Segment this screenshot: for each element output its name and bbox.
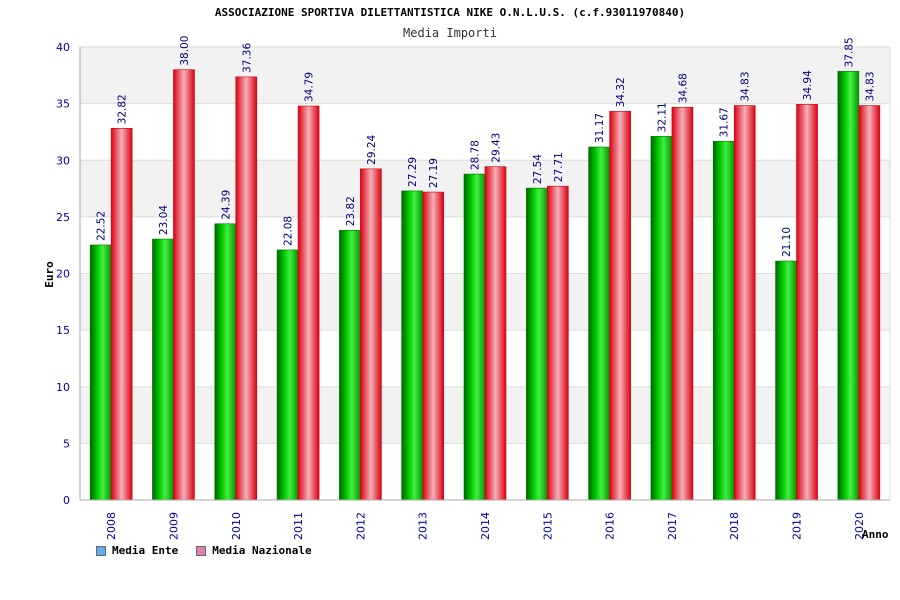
data-label: 21.10 <box>781 227 793 257</box>
bar-ente <box>650 136 673 501</box>
bar-nazionale <box>484 166 507 501</box>
x-tick-label: 2010 <box>230 512 243 540</box>
bar-nazionale <box>609 111 631 501</box>
x-tick-label: 2013 <box>417 512 430 540</box>
bar-ente <box>89 244 112 501</box>
bar-ente <box>712 141 735 501</box>
bar-ente <box>526 187 548 501</box>
data-label: 27.29 <box>407 157 419 187</box>
data-label: 34.83 <box>740 71 752 101</box>
bar-nazionale <box>858 105 881 501</box>
y-tick-label: 35 <box>56 98 70 111</box>
legend-swatch-nazionale <box>196 545 207 556</box>
data-label: 23.04 <box>158 205 170 235</box>
data-label: 27.54 <box>532 154 544 184</box>
bar-ente <box>214 223 237 501</box>
bar-ente <box>401 190 423 501</box>
data-label: 31.67 <box>719 107 731 137</box>
data-label: 34.94 <box>802 70 814 100</box>
y-tick-label: 30 <box>56 154 70 167</box>
plot-band <box>80 47 890 104</box>
chart-title: ASSOCIAZIONE SPORTIVA DILETTANTISTICA NI… <box>214 6 686 19</box>
data-label: 22.52 <box>96 211 108 241</box>
bar-nazionale <box>173 69 195 501</box>
bar-nazionale <box>422 191 444 501</box>
x-tick-label: 2018 <box>728 512 741 540</box>
x-tick-label: 2017 <box>666 512 679 540</box>
x-tick-label: 2019 <box>791 512 804 540</box>
data-label: 34.83 <box>864 71 876 101</box>
bar-ente <box>775 260 797 501</box>
bar-ente <box>588 146 610 501</box>
data-label: 38.00 <box>179 36 191 66</box>
data-label: 31.17 <box>594 113 606 143</box>
x-tick-label: 2014 <box>479 512 492 540</box>
data-label: 34.68 <box>677 73 689 103</box>
chart-subtitle: Media Importi <box>403 26 497 40</box>
data-label: 27.19 <box>428 158 440 188</box>
x-tick-label: 2011 <box>292 512 305 540</box>
legend: Media Ente Media Nazionale <box>96 544 312 557</box>
x-tick-label: 2009 <box>167 512 180 540</box>
data-label: 32.82 <box>117 94 129 124</box>
y-axis-label: Euro <box>42 261 56 288</box>
x-tick-label: 2012 <box>354 512 367 540</box>
legend-item-ente: Media Ente <box>96 544 178 557</box>
y-tick-label: 10 <box>56 381 70 394</box>
x-tick-label: 2015 <box>541 512 554 540</box>
bar-nazionale <box>360 168 382 501</box>
legend-label-nazionale: Media Nazionale <box>212 544 312 557</box>
x-axis-label: Anno <box>862 528 889 541</box>
data-label: 32.11 <box>656 102 668 132</box>
bar-nazionale <box>547 185 569 501</box>
data-label: 28.78 <box>470 140 482 170</box>
data-label: 24.39 <box>220 190 232 220</box>
x-tick-label: 2020 <box>853 512 866 540</box>
y-tick-label: 25 <box>56 211 70 224</box>
y-tick-label: 20 <box>56 268 70 281</box>
y-tick-label: 40 <box>56 41 70 54</box>
data-label: 29.43 <box>491 133 503 163</box>
y-tick-label: 0 <box>63 494 70 507</box>
legend-swatch-ente <box>96 545 106 556</box>
legend-label-ente: Media Ente <box>112 544 179 557</box>
data-label: 23.82 <box>345 196 357 226</box>
bar-nazionale <box>297 105 320 501</box>
x-tick-label: 2008 <box>105 512 118 540</box>
bar-nazionale <box>671 106 694 501</box>
data-label: 22.08 <box>283 216 295 246</box>
data-label: 34.79 <box>304 72 316 102</box>
data-label: 29.24 <box>366 134 378 164</box>
data-label: 37.85 <box>843 37 855 67</box>
bar-nazionale <box>110 128 133 501</box>
y-tick-label: 15 <box>56 324 70 337</box>
bar-ente <box>463 173 486 501</box>
legend-item-nazionale: Media Nazionale <box>196 544 312 557</box>
data-label: 34.32 <box>615 77 627 107</box>
bar-ente <box>276 249 299 501</box>
bar-nazionale <box>733 105 756 501</box>
bar-nazionale <box>235 76 258 501</box>
bar-nazionale <box>796 104 818 501</box>
y-tick-label: 5 <box>63 437 70 450</box>
bar-ente <box>837 71 860 501</box>
data-label: 27.71 <box>553 152 565 182</box>
data-label: 37.36 <box>241 43 253 73</box>
bar-ente <box>339 229 361 501</box>
bar-ente <box>152 238 174 501</box>
x-tick-label: 2016 <box>604 512 617 540</box>
